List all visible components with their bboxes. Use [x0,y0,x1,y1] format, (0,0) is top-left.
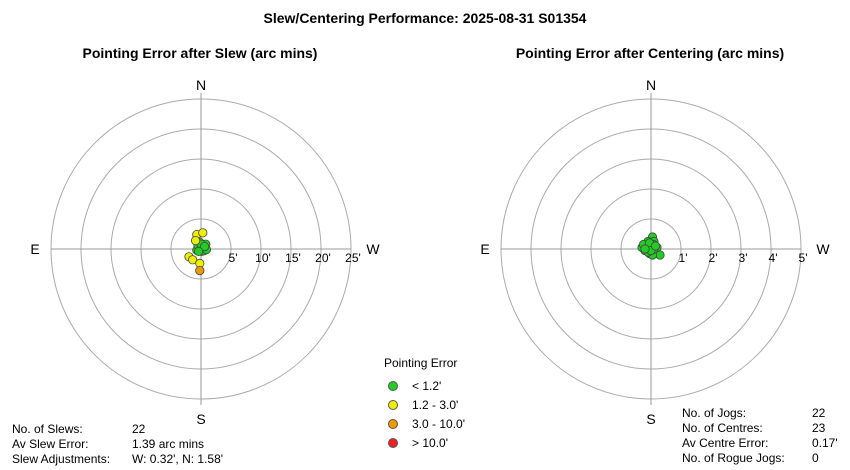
legend-item-yellow: 1.2 - 3.0' [384,395,465,414]
stat-value: 22 [132,422,146,436]
direction-west: W [816,241,830,257]
stat-value: 1.39 arc mins [132,437,205,451]
ring-label: 25' [345,251,361,265]
direction-east: E [30,241,39,257]
stat-label: No. of Slews: [12,422,83,436]
stat-label: No. of Jogs: [682,406,747,420]
legend-swatch [388,418,398,429]
centering-chart-title: Pointing Error after Centering (arc mins… [515,45,785,61]
stat-label: Av Slew Error: [12,437,89,451]
direction-west: W [366,241,380,257]
legend-swatch [388,380,398,391]
ring-label: 15' [285,251,301,265]
stat-label: No. of Centres: [682,421,763,435]
ring-label: 1' [679,251,688,265]
legend-label: 1.2 - 3.0' [412,397,459,412]
data-point [188,255,198,265]
stat-label: No. of Rogue Jogs: [682,451,785,465]
ring-label: 3' [739,251,748,265]
data-point [191,236,201,246]
stat-label: Slew Adjustments: [12,452,111,466]
data-point [200,242,210,252]
legend-label: < 1.2' [412,378,442,393]
ring-label: 5' [799,251,808,265]
direction-north: N [196,77,206,93]
data-point [650,241,661,251]
stat-value: 23 [812,421,826,435]
stat-value: 0.17' [812,436,838,450]
slew-stats: No. of Slews: 22 Av Slew Error: 1.39 arc m… [12,422,223,467]
legend: Pointing Error < 1.2' 1.2 - 3.0' 3.0 - 1… [384,356,465,452]
direction-north: N [646,77,656,93]
legend-label: 3.0 - 10.0' [412,416,465,431]
ring-label: 20' [315,251,331,265]
direction-south: S [646,411,655,427]
data-point [640,244,650,254]
ring-label: 10' [255,251,271,265]
stat-value: 0 [812,451,819,465]
legend-swatch [388,437,398,448]
slew-chart-title: Pointing Error after Slew (arc mins) [82,45,318,61]
data-point [195,265,205,276]
direction-east: E [480,241,489,257]
stat-value: W: 0.32', N: 1.58' [132,452,224,466]
legend-item-orange: 3.0 - 10.0' [384,414,465,433]
data-point [198,228,208,238]
ring-label: 2' [709,251,718,265]
legend-label: > 10.0' [412,435,448,450]
direction-south: S [196,411,205,427]
legend-swatch [388,399,398,410]
ring-label: 5' [229,251,238,265]
stat-label: Av Centre Error: [682,436,769,450]
legend-item-green: < 1.2' [384,376,465,395]
legend-title: Pointing Error [384,356,458,370]
stat-value: 22 [812,406,826,420]
centering-stats: No. of Jogs: 22 No. of Centres: 23 Av Cent… [682,406,838,466]
legend-item-red: > 10.0' [384,433,465,452]
data-point [194,246,204,256]
main-title: Slew/Centering Performance: 2025-08-31 S… [263,10,587,26]
ring-label: 4' [769,251,778,265]
